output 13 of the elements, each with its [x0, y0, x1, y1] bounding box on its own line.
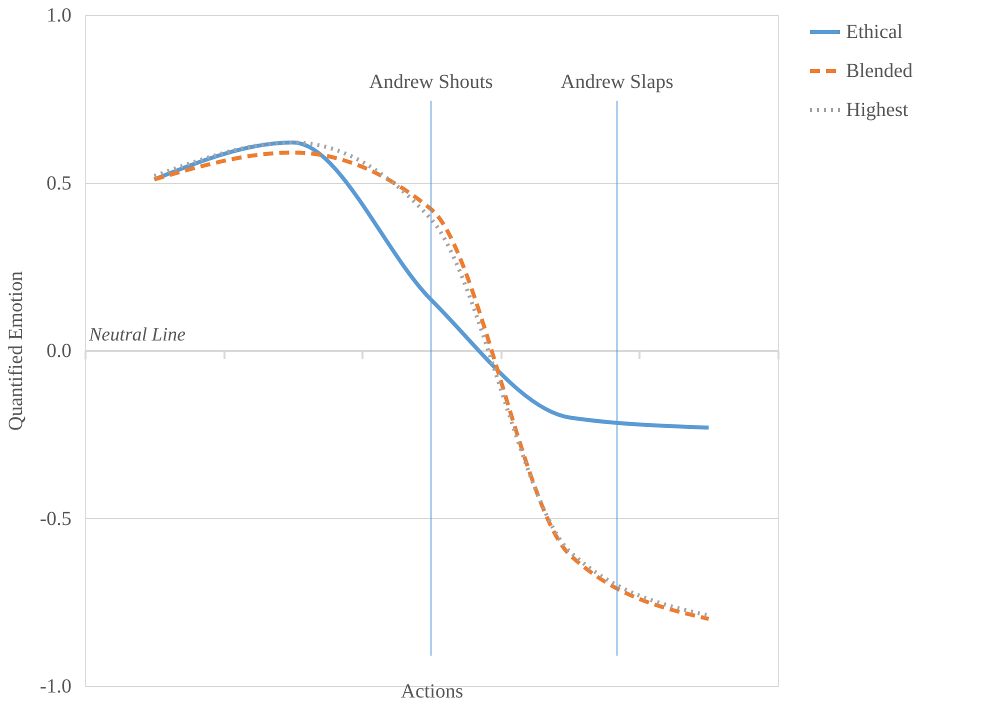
legend-label: Blended — [846, 60, 913, 82]
text: Andrew Shouts — [369, 71, 493, 94]
text: Andrew Slaps — [560, 71, 674, 94]
y-tick-label: 0.0 — [46, 340, 72, 362]
x-axis-title: Actions — [400, 680, 464, 702]
annotation: Neutral Line — [88, 324, 186, 346]
y-tick-label: 0.5 — [46, 172, 72, 194]
legend-label: Highest — [846, 99, 909, 121]
y-tick-label: -1.0 — [40, 676, 72, 698]
y-axis-title: Quantified Emotion — [4, 271, 27, 431]
y-tick-label: -0.5 — [40, 508, 72, 530]
y-tick-label: 1.0 — [46, 4, 72, 26]
legend-label: Ethical — [846, 21, 904, 43]
